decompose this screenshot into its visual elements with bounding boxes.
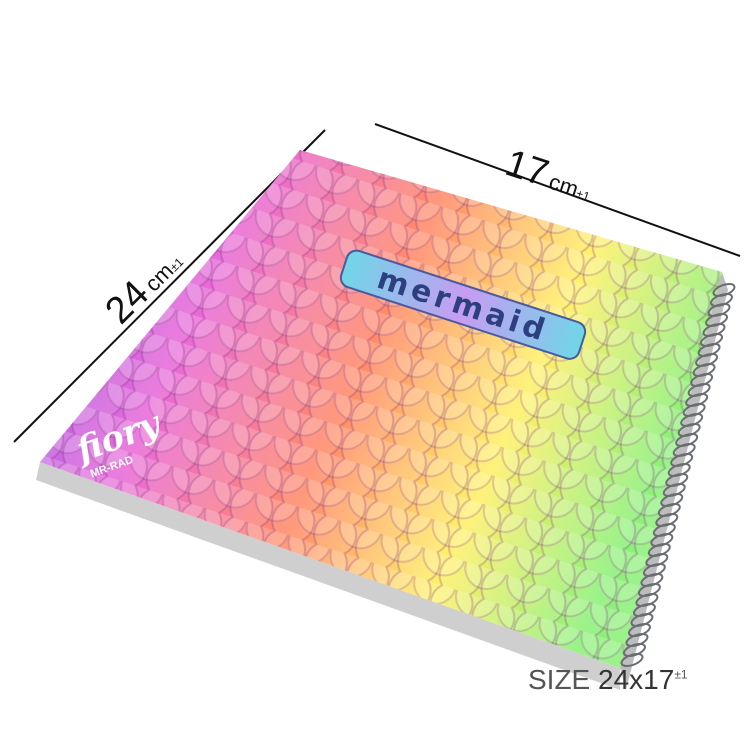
page-block (36, 462, 620, 690)
spiral-binding (620, 282, 736, 668)
size-label: SIZE 24x17±1 (528, 664, 688, 695)
height-dimension-line (13, 129, 326, 443)
spiral-ring (620, 652, 644, 668)
width-dimension-line (374, 123, 741, 257)
